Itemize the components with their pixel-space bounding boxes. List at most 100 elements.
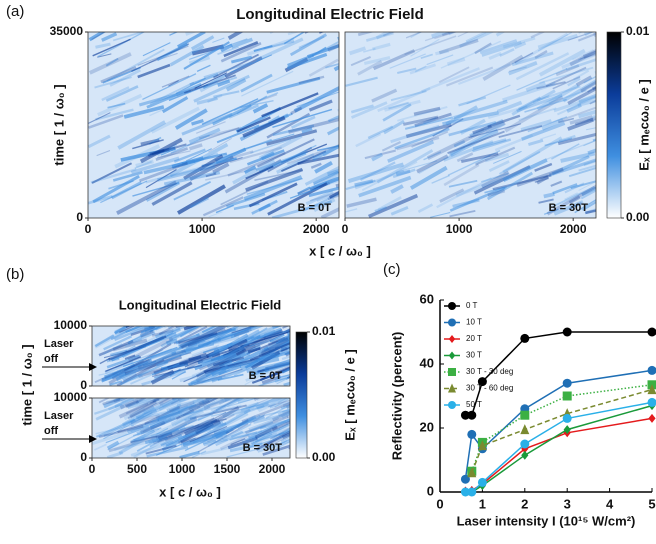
point	[478, 478, 487, 487]
series-line	[465, 418, 652, 491]
point	[521, 451, 528, 460]
point	[648, 414, 655, 423]
legend-label: 10 T	[466, 318, 482, 327]
point	[467, 430, 476, 439]
x-tick-label: 2	[521, 496, 528, 511]
y-tick-label: 0	[76, 210, 83, 224]
texture-streak	[287, 384, 329, 408]
legend-entry: 30 T - 30 deg	[444, 367, 513, 376]
y-axis-label: time [ 1 / ω₀ ]	[51, 84, 66, 165]
arrow-label: Laser	[44, 338, 74, 350]
legend-label: 20 T	[466, 334, 482, 343]
point	[520, 411, 529, 420]
point	[448, 401, 456, 409]
colorbar	[607, 32, 621, 218]
x-tick-label: 500	[127, 462, 147, 476]
x-tick-label: 0	[436, 496, 443, 511]
y-tick-label: 10000	[54, 390, 88, 404]
point	[467, 411, 476, 420]
point	[449, 335, 455, 343]
x-axis-label: Laser intensity I (10¹⁵ W/cm²)	[457, 513, 636, 528]
colorbar-tick-label: 0.01	[626, 24, 650, 38]
legend-label: 30 T - 30 deg	[466, 367, 513, 376]
x-axis-label: x [ c / ω₀ ]	[309, 243, 371, 258]
legend-entry: 20 T	[444, 334, 482, 343]
point	[520, 334, 529, 343]
x-tick-label: 1000	[169, 462, 196, 476]
x-tick-label: 2000	[303, 222, 330, 236]
texture-streak	[172, 392, 189, 398]
series-line	[472, 390, 652, 473]
legend-entry: 10 T	[444, 318, 482, 327]
y-tick-label: 0	[427, 483, 434, 498]
colorbar-label: Eₓ [ mₑcω₀ / e ]	[342, 349, 357, 441]
x-tick-label: 0	[89, 462, 96, 476]
point	[467, 488, 476, 497]
point	[448, 368, 456, 376]
texture-streak	[286, 356, 338, 380]
x-tick-label: 3	[564, 496, 571, 511]
legend-entry: 0 T	[444, 301, 478, 310]
x-axis-label: x [ c / ω₀ ]	[159, 484, 221, 499]
panel-label: (a)	[6, 3, 24, 20]
annotation: B = 0T	[249, 370, 283, 382]
texture-streak	[585, 15, 623, 35]
point	[648, 328, 656, 337]
x-tick-label: 4	[606, 496, 614, 511]
legend-entry: 50 T	[444, 400, 482, 409]
x-tick-label: 5	[648, 496, 655, 511]
chart-title: Longitudinal Electric Field	[236, 6, 424, 23]
point	[563, 328, 572, 337]
texture-streak	[276, 305, 323, 326]
point	[448, 319, 456, 327]
legend-label: 30 T - 60 deg	[466, 384, 513, 393]
texture-streak	[287, 353, 335, 378]
annotation: B = 0T	[298, 202, 332, 214]
panel-label: (c)	[383, 261, 401, 278]
texture-streak	[216, 314, 264, 327]
texture-streak	[287, 394, 330, 409]
series-line	[465, 406, 652, 492]
point	[563, 392, 572, 401]
y-tick-label: 0	[80, 450, 87, 464]
arrow-label: off	[44, 425, 58, 437]
point	[520, 424, 529, 434]
x-tick-label: 1000	[189, 222, 216, 236]
colorbar-tick-label: 0.00	[626, 210, 650, 224]
point	[448, 302, 456, 310]
texture-streak	[277, 304, 329, 327]
x-tick-label: 0	[342, 222, 349, 236]
point	[520, 440, 529, 449]
legend-label: 50 T	[466, 400, 482, 409]
arrow-label: Laser	[44, 410, 74, 422]
x-tick-label: 2000	[259, 462, 286, 476]
point	[563, 414, 572, 423]
colorbar	[296, 332, 307, 458]
colorbar-tick-label: 0.01	[312, 324, 336, 338]
legend-label: 30 T	[466, 351, 482, 360]
y-tick-label: 20	[420, 419, 434, 434]
x-tick-label: 1000	[446, 222, 473, 236]
annotation: B = 30T	[549, 202, 589, 214]
y-axis-label: Reflectivity (percent)	[389, 332, 404, 461]
panel-label: (b)	[6, 266, 24, 283]
colorbar-tick-label: 0.00	[312, 450, 336, 464]
annotation: B = 30T	[243, 442, 283, 454]
texture-streak	[283, 381, 343, 406]
y-tick-label: 60	[420, 291, 434, 306]
legend-entry: 30 T - 60 deg	[444, 384, 513, 393]
texture-streak	[497, 5, 550, 35]
y-tick-label: 40	[420, 355, 434, 370]
legend-entry: 30 T	[444, 351, 482, 360]
point	[648, 366, 656, 375]
point	[563, 379, 572, 388]
x-tick-label: 2000	[560, 222, 587, 236]
x-tick-label: 1500	[214, 462, 241, 476]
x-tick-label: 0	[85, 222, 92, 236]
y-tick-label: 10000	[54, 318, 88, 332]
texture-streak	[544, 194, 555, 196]
chart-title: Longitudinal Electric Field	[119, 297, 282, 312]
y-tick-label: 35000	[50, 24, 84, 38]
legend-label: 0 T	[466, 301, 478, 310]
